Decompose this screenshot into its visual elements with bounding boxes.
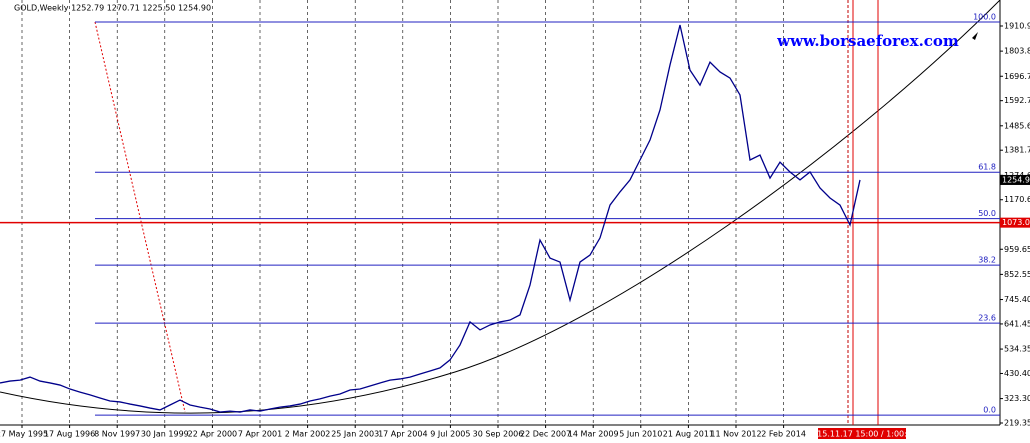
x-tick-label: 30 Jan 1999 (141, 430, 189, 439)
y-tick-label: 1170.65 (1004, 195, 1030, 204)
support-label: 1073.00 (1002, 218, 1030, 227)
y-tick-label: 1381.70 (1004, 146, 1030, 155)
y-tick-label: 1592.75 (1004, 96, 1030, 105)
x-tick-label: 17 Aug 1996 (44, 430, 95, 439)
x-tick-label: 22 Dec 2007 (520, 430, 571, 439)
fib-label: 100.0 (973, 12, 996, 21)
x-tick-label: 5 Jun 2010 (619, 430, 662, 439)
x-tick-label: 2 Mar 2002 (285, 430, 331, 439)
x-tick-label: 9 Jul 2005 (430, 430, 470, 439)
x-tick-label: 22 Apr 2000 (188, 430, 237, 439)
x-tick-label: 17 Apr 2004 (378, 430, 427, 439)
x-tick-label: 7 Apr 2001 (238, 430, 282, 439)
trend-line (94, 21, 186, 413)
x-tick-label: 11 Nov 2012 (710, 430, 761, 439)
fib-label: 38.2 (978, 256, 996, 265)
y-tick-label: 641.45 (1004, 319, 1030, 328)
x-tick-label: 30 Sep 2006 (473, 430, 524, 439)
arrow (972, 32, 978, 40)
x-tick-label: 8 Nov 1997 (94, 430, 140, 439)
cursor-label: 2015.11.17 15:00 / 1:00:00 (807, 430, 917, 439)
y-tick-label: 745.40 (1004, 295, 1030, 304)
y-tick-label: 534.35 (1004, 345, 1030, 354)
cursor-label-box (818, 428, 906, 439)
y-tick-label: 1485.65 (1004, 121, 1030, 130)
fib-label: 23.6 (978, 314, 996, 323)
fib-label: 50.0 (978, 209, 996, 218)
watermark: www.borsaeforex.com (776, 32, 959, 50)
y-tick-label: 959.65 (1004, 245, 1030, 254)
x-tick-label: 27 May 1995 (0, 430, 48, 439)
x-tick-label: 14 Mar 2009 (568, 430, 619, 439)
price-marker-label: 1254.90 (1002, 175, 1030, 184)
y-tick-label: 852.55 (1004, 270, 1030, 279)
price-line (0, 24, 861, 413)
y-tick-label: 430.40 (1004, 369, 1030, 378)
fib-label: 0.0 (983, 406, 996, 415)
y-tick-label: 219.35 (1004, 418, 1030, 427)
grid (21, 0, 784, 425)
x-tick-label: 2 Feb 2014 (761, 430, 806, 439)
price-marker-box (1000, 174, 1030, 185)
x-tick-label: 21 Aug 2011 (663, 430, 714, 439)
y-tick-label: 1696.75 (1004, 72, 1030, 81)
chart-title: GOLD,Weekly 1252.79 1270.71 1225.50 1254… (14, 4, 211, 13)
y-tick-label: 1910.90 (1004, 22, 1030, 31)
support-label-box (1000, 217, 1030, 228)
fib-label: 61.8 (978, 163, 996, 172)
x-tick-label: 25 Jan 2003 (331, 430, 379, 439)
y-tick-label: 1803.85 (1004, 47, 1030, 56)
y-tick-label: 323.30 (1004, 394, 1030, 403)
